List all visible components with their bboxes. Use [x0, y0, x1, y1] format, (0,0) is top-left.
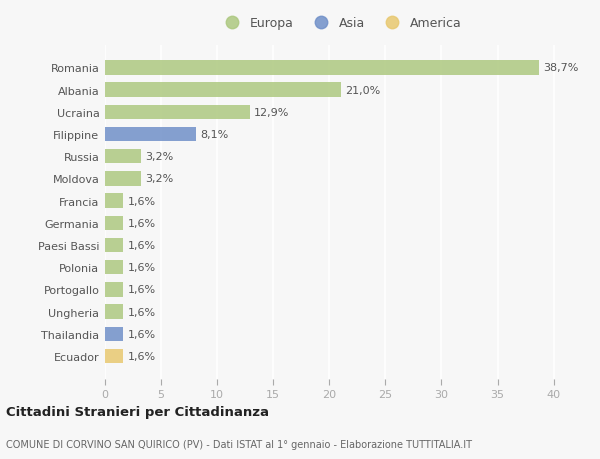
- Bar: [105, 128, 196, 142]
- Bar: [105, 194, 123, 208]
- Text: 1,6%: 1,6%: [127, 263, 155, 273]
- Bar: [105, 150, 141, 164]
- Text: 21,0%: 21,0%: [345, 85, 380, 95]
- Legend: Europa, Asia, America: Europa, Asia, America: [215, 12, 466, 35]
- Text: Cittadini Stranieri per Cittadinanza: Cittadini Stranieri per Cittadinanza: [6, 405, 269, 419]
- Bar: [105, 172, 141, 186]
- Text: 12,9%: 12,9%: [254, 107, 290, 118]
- Bar: [105, 106, 250, 120]
- Text: 1,6%: 1,6%: [127, 329, 155, 339]
- Text: COMUNE DI CORVINO SAN QUIRICO (PV) - Dati ISTAT al 1° gennaio - Elaborazione TUT: COMUNE DI CORVINO SAN QUIRICO (PV) - Dat…: [6, 440, 472, 449]
- Text: 1,6%: 1,6%: [127, 241, 155, 251]
- Bar: [105, 349, 123, 364]
- Text: 1,6%: 1,6%: [127, 218, 155, 229]
- Bar: [105, 261, 123, 275]
- Bar: [105, 216, 123, 230]
- Bar: [105, 83, 341, 98]
- Text: 3,2%: 3,2%: [145, 174, 173, 184]
- Text: 1,6%: 1,6%: [127, 196, 155, 206]
- Text: 1,6%: 1,6%: [127, 351, 155, 361]
- Text: 1,6%: 1,6%: [127, 307, 155, 317]
- Text: 1,6%: 1,6%: [127, 285, 155, 295]
- Text: 8,1%: 8,1%: [200, 130, 229, 140]
- Bar: [105, 61, 539, 75]
- Bar: [105, 238, 123, 253]
- Text: 3,2%: 3,2%: [145, 152, 173, 162]
- Bar: [105, 327, 123, 341]
- Bar: [105, 305, 123, 319]
- Bar: [105, 283, 123, 297]
- Text: 38,7%: 38,7%: [544, 63, 579, 73]
